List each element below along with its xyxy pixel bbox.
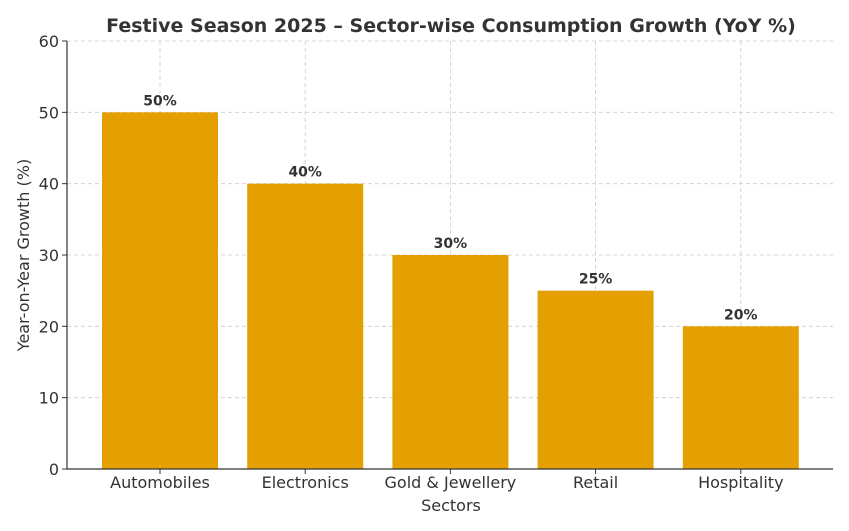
- bar-value-label: 20%: [724, 307, 758, 323]
- bar: [537, 290, 654, 469]
- y-tick-label: 60: [39, 32, 59, 51]
- x-tick-label: Gold & Jewellery: [385, 473, 517, 492]
- bars: [102, 112, 799, 469]
- y-tick-label: 0: [49, 460, 59, 479]
- x-tick-labels: Automobiles Electronics Gold & Jewellery Re…: [110, 469, 784, 492]
- bar: [392, 255, 509, 469]
- y-tick-label: 30: [39, 246, 59, 265]
- data-labels: 50% 40% 30% 25% 20%: [143, 93, 757, 323]
- bar: [102, 112, 218, 469]
- y-tick-label: 10: [39, 389, 59, 408]
- y-tick-label: 20: [39, 317, 59, 336]
- y-tick-label: 50: [39, 103, 59, 122]
- chart-title: Festive Season 2025 – Sector-wise Consum…: [106, 15, 796, 37]
- bar-value-label: 50%: [143, 93, 177, 109]
- bar: [682, 326, 799, 469]
- y-tick-label: 40: [39, 175, 59, 194]
- bar-value-label: 40%: [288, 165, 322, 181]
- x-tick-label: Electronics: [262, 473, 349, 492]
- y-tick-labels: 0 10 20 30 40 50 60: [39, 32, 67, 479]
- bar-value-label: 30%: [434, 236, 468, 252]
- x-tick-label: Hospitality: [698, 473, 783, 492]
- x-tick-label: Automobiles: [110, 473, 210, 492]
- bar-value-label: 25%: [579, 272, 613, 288]
- bar: [247, 183, 364, 469]
- x-axis-label: Sectors: [421, 496, 481, 515]
- y-axis-label: Year-on-Year Growth (%): [14, 159, 33, 352]
- x-tick-label: Retail: [573, 473, 618, 492]
